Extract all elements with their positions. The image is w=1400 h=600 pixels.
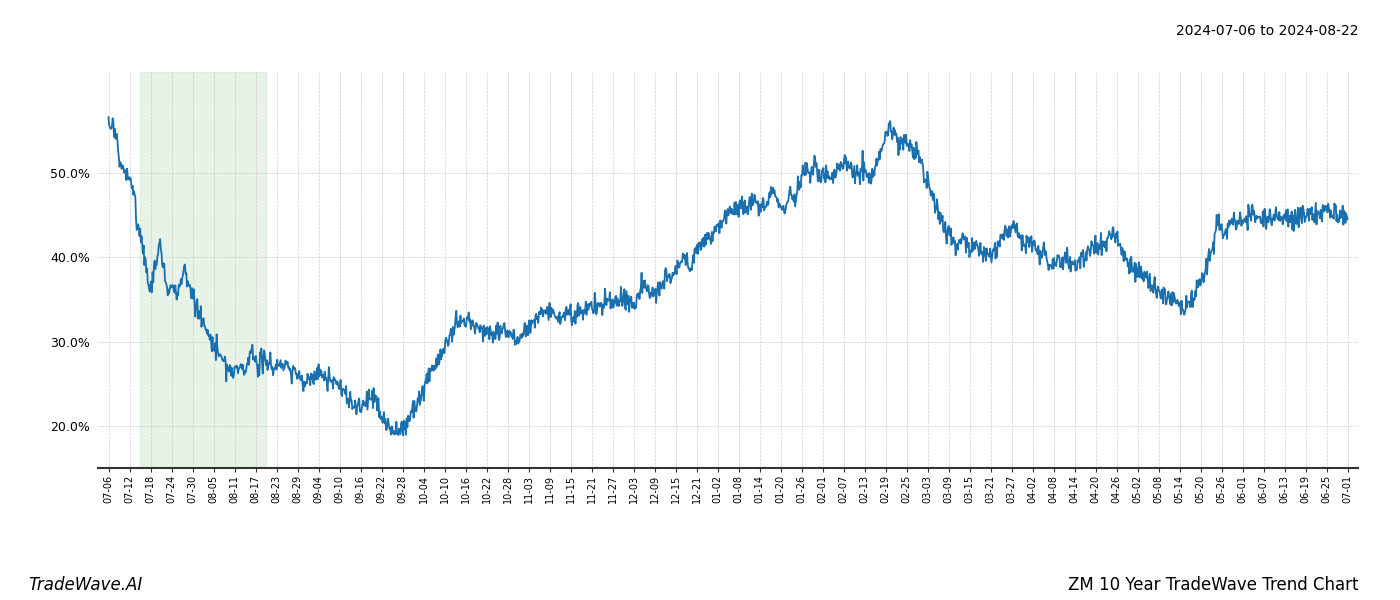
Text: TradeWave.AI: TradeWave.AI [28, 576, 143, 594]
Text: ZM 10 Year TradeWave Trend Chart: ZM 10 Year TradeWave Trend Chart [1067, 576, 1358, 594]
Text: 2024-07-06 to 2024-08-22: 2024-07-06 to 2024-08-22 [1176, 24, 1358, 38]
Bar [140, 72, 266, 468]
